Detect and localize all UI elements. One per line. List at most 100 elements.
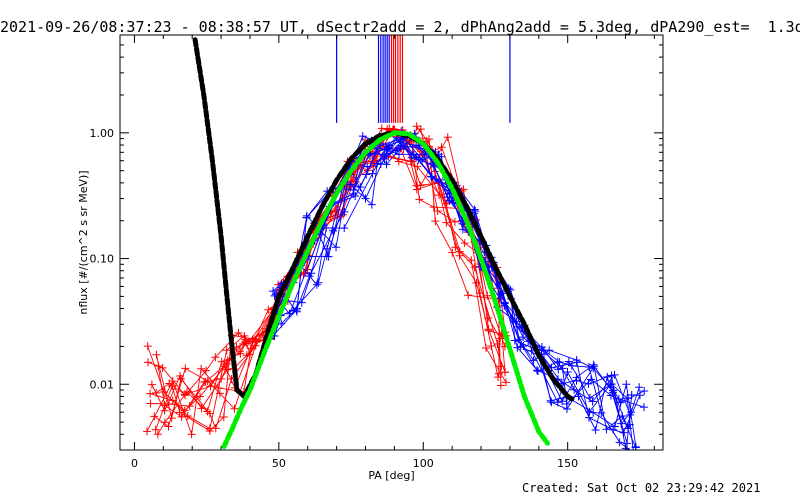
red-data-point <box>211 353 220 362</box>
blue-data-point <box>513 343 522 352</box>
red-data-point <box>180 406 189 415</box>
blue-data-point <box>443 193 452 202</box>
blue-data-point <box>640 386 649 395</box>
red-data-point <box>412 185 421 194</box>
red-data-point <box>197 364 206 373</box>
blue-data-point <box>572 358 581 367</box>
blue-data-point <box>380 145 389 154</box>
red-data-point <box>442 218 451 227</box>
blue-data-point <box>362 170 371 179</box>
pa-marker-group <box>336 35 511 123</box>
red-data-point <box>494 369 503 378</box>
blue-data-point <box>314 278 323 287</box>
red-data-point <box>175 408 184 417</box>
blue-data-point <box>363 162 372 171</box>
red-data-point <box>152 350 161 359</box>
blue-data-point <box>470 205 479 214</box>
red-data-point <box>187 430 196 439</box>
blue-data-point <box>519 333 528 342</box>
blue-data-point <box>373 143 382 152</box>
red-data-point <box>235 347 244 356</box>
red-data-point <box>394 157 403 166</box>
red-data-point <box>482 343 491 352</box>
red-data-point <box>431 217 440 226</box>
red-data-point <box>168 377 177 386</box>
model-curves-group <box>192 37 576 449</box>
blue-data-point <box>324 252 333 261</box>
axis-ticks-group: 0 50 100 150 0.01 0.10 1.00 <box>90 34 663 470</box>
x-tick-label: 50 <box>272 457 286 470</box>
green-model-curve <box>221 130 550 449</box>
blue-data-point <box>534 367 543 376</box>
red-data-point <box>180 390 189 399</box>
red-data-point <box>464 291 473 300</box>
blue-data-point <box>589 408 598 417</box>
blue-data-point <box>635 391 644 400</box>
red-data-point <box>144 358 153 367</box>
blue-data-point <box>351 191 360 200</box>
blue-data-point <box>269 287 278 296</box>
blue-data-point <box>609 425 618 434</box>
blue-data-line <box>276 136 641 434</box>
red-data-point <box>176 374 185 383</box>
red-data-point <box>168 396 177 405</box>
blue-data-point <box>302 211 311 220</box>
blue-data-point <box>380 154 389 163</box>
red-data-point <box>143 427 152 436</box>
red-data-point <box>412 122 421 131</box>
red-data-point <box>460 239 469 248</box>
x-axis-label: PA [deg] <box>368 469 414 482</box>
blue-data-point <box>610 422 619 431</box>
blue-data-point <box>382 149 391 158</box>
blue-data-point <box>607 371 616 380</box>
y-tick-label: 0.10 <box>90 253 115 266</box>
blue-data-point <box>332 243 341 252</box>
red-series-group <box>143 122 511 439</box>
red-data-point <box>223 356 232 365</box>
blue-data-point <box>312 280 321 289</box>
red-data-point <box>415 195 424 204</box>
red-data-point <box>459 185 468 194</box>
blue-data-point <box>563 367 572 376</box>
blue-data-point <box>340 224 349 233</box>
blue-data-point <box>346 180 355 189</box>
red-data-point <box>483 291 492 300</box>
red-data-point <box>147 380 156 389</box>
red-data-point <box>496 381 505 390</box>
y-axis-label: nflux [#/(cm^2 s sr MeV)] <box>77 170 90 314</box>
blue-data-point <box>529 356 538 365</box>
red-data-point <box>451 243 460 252</box>
blue-data-point <box>516 342 525 351</box>
red-data-point <box>211 424 220 433</box>
red-data-point <box>234 328 243 337</box>
blue-data-point <box>639 403 648 412</box>
red-data-point <box>494 373 503 382</box>
red-data-point <box>241 338 250 347</box>
red-data-point <box>219 412 228 421</box>
x-tick-label: 150 <box>557 457 578 470</box>
red-data-point <box>450 217 459 226</box>
x-tick-label: 0 <box>131 457 138 470</box>
red-data-point <box>406 157 415 166</box>
red-data-point <box>264 305 273 314</box>
blue-data-line <box>275 135 637 448</box>
blue-data-point <box>635 383 644 392</box>
red-data-point <box>177 412 186 421</box>
red-data-point <box>217 374 226 383</box>
blue-data-point <box>585 393 594 402</box>
blue-data-point <box>631 443 640 450</box>
red-data-point <box>433 206 442 215</box>
red-data-point <box>429 203 438 212</box>
red-data-point <box>197 404 206 413</box>
created-timestamp: Created: Sat Oct 02 23:29:42 2021 <box>522 481 761 495</box>
red-data-point <box>221 362 230 371</box>
blue-data-point <box>622 380 631 389</box>
red-data-point <box>159 388 168 397</box>
plot-title: 2021-09-26/08:37:23 - 08:38:57 UT, dSect… <box>0 18 800 36</box>
red-data-point <box>484 326 493 335</box>
blue-data-point <box>633 451 641 459</box>
red-data-point <box>222 346 231 355</box>
red-data-point <box>158 363 167 372</box>
blue-data-point <box>407 153 416 162</box>
red-data-point <box>146 399 155 408</box>
